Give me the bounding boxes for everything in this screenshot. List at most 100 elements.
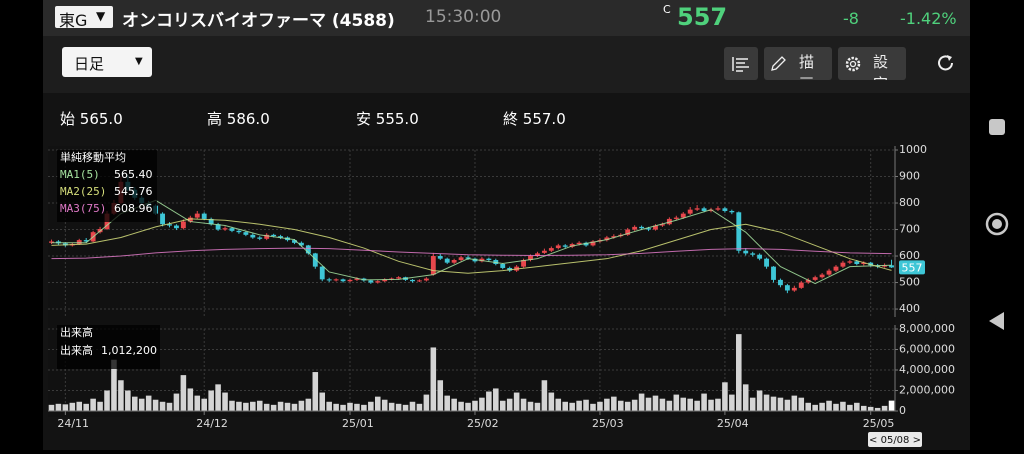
volume-bar <box>833 403 839 411</box>
candle-body <box>187 217 193 222</box>
candle-body <box>840 262 846 267</box>
ma-line <box>51 247 892 260</box>
x-tick-label: 25/05 <box>863 417 895 430</box>
volume-bar <box>763 394 770 411</box>
volume-bar <box>62 404 69 411</box>
candle-body <box>646 228 651 230</box>
candle-body <box>639 226 645 229</box>
candle-body <box>611 236 617 238</box>
volume-bar <box>201 398 207 411</box>
cursor-date: < 05/08 > <box>869 435 921 446</box>
volume-bar <box>708 399 714 411</box>
volume-bar <box>277 401 284 411</box>
draw-button[interactable]: 描画 <box>764 47 832 80</box>
settings-button[interactable]: 設定 <box>838 47 906 80</box>
legend-value: 1,012,200 <box>101 344 157 357</box>
y-tick-label: 1000 <box>899 143 927 156</box>
refresh-button[interactable] <box>935 52 957 74</box>
volume-bar <box>652 395 659 411</box>
candle-body <box>382 279 388 282</box>
volume-bar <box>604 398 610 411</box>
candle-body <box>708 209 714 211</box>
volume-bar <box>90 398 96 411</box>
back[interactable] <box>989 312 1004 330</box>
volume-bar <box>451 398 457 411</box>
candle-body <box>430 256 436 275</box>
ma-line <box>51 218 892 274</box>
candle-body <box>340 279 346 282</box>
candle-body <box>569 244 575 247</box>
change: -8 <box>843 9 859 28</box>
volume-bar <box>166 402 173 411</box>
candle-body <box>590 241 596 246</box>
candle-body <box>298 242 304 246</box>
volume-bar <box>374 396 381 411</box>
candle-body <box>243 232 249 235</box>
candle-body <box>535 253 540 257</box>
x-tick-label: 25/02 <box>467 417 499 430</box>
ohlc-low: 安 555.0 <box>356 108 419 129</box>
volume-bar <box>624 401 631 411</box>
bar-panel: 0 2,000,000 4,000,000 6,000,000 8,000,000 出来高… <box>48 322 955 430</box>
volume-bar <box>805 402 811 411</box>
volume-bar <box>305 398 312 411</box>
volume-bar <box>645 397 652 411</box>
volume-bar <box>409 401 416 411</box>
candle-body <box>625 229 631 235</box>
candle-body <box>180 221 186 229</box>
legend-title: 単純移動平均 <box>60 150 126 164</box>
candle-body <box>167 224 172 226</box>
ma-line <box>51 199 892 285</box>
volume-bar <box>125 390 131 411</box>
value: 557.0 <box>522 110 566 128</box>
market-select[interactable]: 東G ▼ <box>55 6 113 30</box>
volume-bar <box>506 398 513 411</box>
recent-apps[interactable] <box>989 119 1005 135</box>
candle-body <box>861 262 867 264</box>
volume-bar <box>840 401 846 411</box>
volume-bar <box>777 397 784 411</box>
stock-name: オンコリスバイオファーマ (4588) <box>122 11 395 31</box>
candle-body <box>292 240 297 243</box>
y-tick-label: 500 <box>899 276 920 289</box>
home[interactable] <box>985 212 1009 236</box>
y-tick-label: 600 <box>899 249 920 262</box>
candle-body <box>83 240 89 242</box>
volume-bar <box>791 395 798 411</box>
volume-bar <box>208 390 214 411</box>
indicator-icon <box>732 57 749 72</box>
volume-bar <box>742 384 749 411</box>
volume-bar <box>749 397 756 411</box>
settings-label: 設定 <box>873 53 889 80</box>
volume-bar <box>132 396 138 411</box>
candle-body <box>868 262 874 266</box>
candle-body <box>354 278 360 280</box>
label: 始 <box>60 110 76 128</box>
candle-body <box>215 224 221 230</box>
last-price-tag <box>899 260 925 275</box>
period-select[interactable]: 日足 ▼ <box>62 47 152 77</box>
candle-body <box>847 261 853 263</box>
candle-body <box>743 250 749 254</box>
candle-body <box>410 279 415 282</box>
ohlc-open: 始 565.0 <box>60 108 123 129</box>
volume-bar <box>236 401 242 411</box>
legend-name: MA3(75) <box>60 202 106 215</box>
volume-bar <box>250 401 256 411</box>
volume-bar <box>666 400 673 411</box>
volume-bar <box>854 402 860 411</box>
indicator-button[interactable] <box>724 47 758 80</box>
candle-body <box>687 209 693 214</box>
volume-bar <box>83 403 89 411</box>
candle-body <box>444 258 450 263</box>
candle-body <box>417 280 422 282</box>
legend-value: 545.76 <box>114 185 153 198</box>
volume-bar <box>784 399 791 411</box>
candle-body <box>771 266 776 280</box>
candle-body <box>465 257 471 259</box>
candle-body <box>854 261 860 264</box>
legend-name: MA2(25) <box>60 185 106 198</box>
candle-body <box>541 250 547 253</box>
volume-bar <box>458 401 464 411</box>
